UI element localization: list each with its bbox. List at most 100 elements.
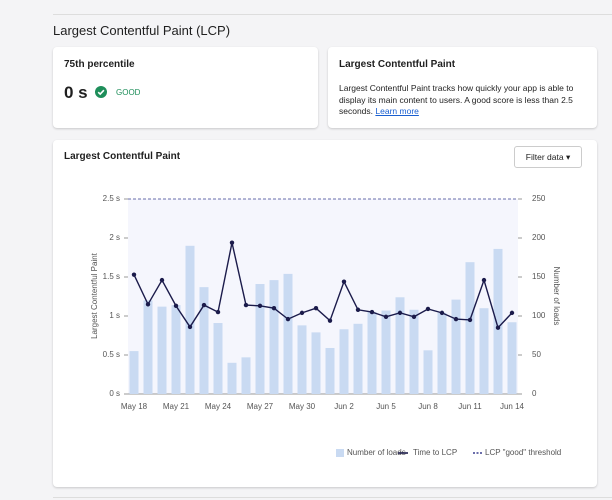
legend-label: Number of loads	[347, 448, 406, 457]
info-card: Largest Contentful Paint Largest Content…	[328, 47, 597, 128]
bar	[353, 323, 363, 394]
bar	[129, 351, 139, 394]
x-tick-label: Jun 5	[376, 402, 396, 411]
divider	[53, 14, 612, 15]
bar	[227, 362, 237, 394]
point	[369, 309, 375, 315]
status-label: GOOD	[116, 88, 141, 97]
x-tick-label: Jun 14	[500, 402, 525, 411]
x-tick-label: May 21	[163, 402, 190, 411]
point	[383, 314, 389, 319]
point	[173, 303, 179, 309]
description: Largest Contentful Paint tracks how quic…	[339, 83, 574, 116]
card-title: 75th percentile	[64, 59, 135, 70]
y2-tick-label: 150	[532, 272, 546, 281]
point	[467, 317, 473, 323]
point	[299, 310, 305, 316]
point	[257, 303, 263, 309]
point	[495, 325, 501, 330]
point	[355, 307, 361, 312]
bar	[493, 248, 503, 394]
bar	[395, 297, 405, 394]
y2-tick-label: 200	[532, 233, 546, 242]
bar	[269, 280, 279, 394]
point	[439, 310, 445, 316]
line	[133, 242, 513, 330]
metric-value: 0 s	[64, 83, 88, 102]
bar	[297, 325, 307, 394]
x-tick-label: Jun 11	[458, 402, 482, 411]
point	[285, 316, 291, 322]
filter-button[interactable]: Filter data ▾	[514, 146, 582, 168]
point	[341, 279, 347, 284]
legend-label: LCP "good" threshold	[485, 448, 561, 457]
bar	[199, 287, 209, 394]
point	[131, 272, 137, 277]
bar	[213, 323, 223, 394]
x-tick-label: Jun 2	[334, 402, 354, 411]
point	[201, 302, 207, 308]
x-tick-label: May 30	[289, 402, 316, 411]
bar	[255, 284, 265, 394]
point	[187, 324, 193, 330]
bar	[143, 300, 153, 394]
x-tick-label: Jun 8	[418, 402, 438, 411]
point	[229, 240, 235, 245]
bar	[437, 312, 447, 394]
y2-tick-label: 50	[532, 350, 541, 359]
info-text: Largest Contentful Paint tracks how quic…	[339, 83, 589, 118]
bar	[185, 245, 195, 394]
point	[159, 277, 165, 283]
bar	[507, 322, 517, 394]
divider	[53, 497, 612, 498]
x-tick-label: May 27	[247, 402, 274, 411]
bar	[157, 306, 167, 394]
y-tick-label: 1.5 s	[103, 272, 120, 281]
chart-title: Largest Contentful Paint	[64, 151, 181, 162]
y-axis-title: Largest Contentful Paint	[90, 252, 99, 339]
bar	[423, 350, 433, 394]
point	[243, 302, 249, 308]
bar	[325, 347, 335, 394]
point	[509, 310, 515, 316]
bar	[339, 329, 349, 394]
point	[453, 316, 459, 322]
point	[397, 310, 403, 316]
y2-tick-label: 0	[532, 389, 537, 398]
bar	[451, 299, 461, 394]
bar	[283, 273, 293, 394]
point	[313, 306, 319, 311]
good-icon	[95, 86, 107, 98]
bar	[367, 312, 377, 394]
y-tick-label: 0 s	[109, 389, 120, 398]
y-tick-label: 0.5 s	[103, 350, 120, 359]
legend-label: Time to LCP	[413, 448, 457, 457]
section-title: Largest Contentful Paint (LCP)	[53, 23, 231, 38]
learn-more-link[interactable]: Learn more	[375, 106, 419, 116]
point	[145, 302, 151, 307]
y-tick-label: 2.5 s	[103, 194, 120, 203]
bar	[311, 332, 321, 394]
bar	[465, 262, 475, 394]
point	[425, 306, 431, 312]
y-tick-label: 2 s	[109, 233, 120, 242]
bar	[241, 357, 251, 394]
summary-card: 75th percentile 0 s GOOD	[53, 47, 318, 128]
card-title: Largest Contentful Paint	[339, 59, 456, 70]
y2-tick-label: 100	[532, 311, 546, 320]
bar	[381, 310, 391, 394]
point	[327, 318, 333, 323]
x-tick-label: May 18	[121, 402, 148, 411]
filter-label: Filter data	[525, 152, 564, 162]
point	[481, 277, 487, 283]
point	[411, 314, 417, 319]
bar	[479, 308, 489, 394]
point	[271, 306, 277, 311]
y2-tick-label: 250	[532, 194, 546, 203]
bar	[409, 309, 419, 394]
x-tick-label: May 24	[205, 402, 232, 411]
point	[215, 309, 221, 315]
bar	[171, 305, 181, 394]
